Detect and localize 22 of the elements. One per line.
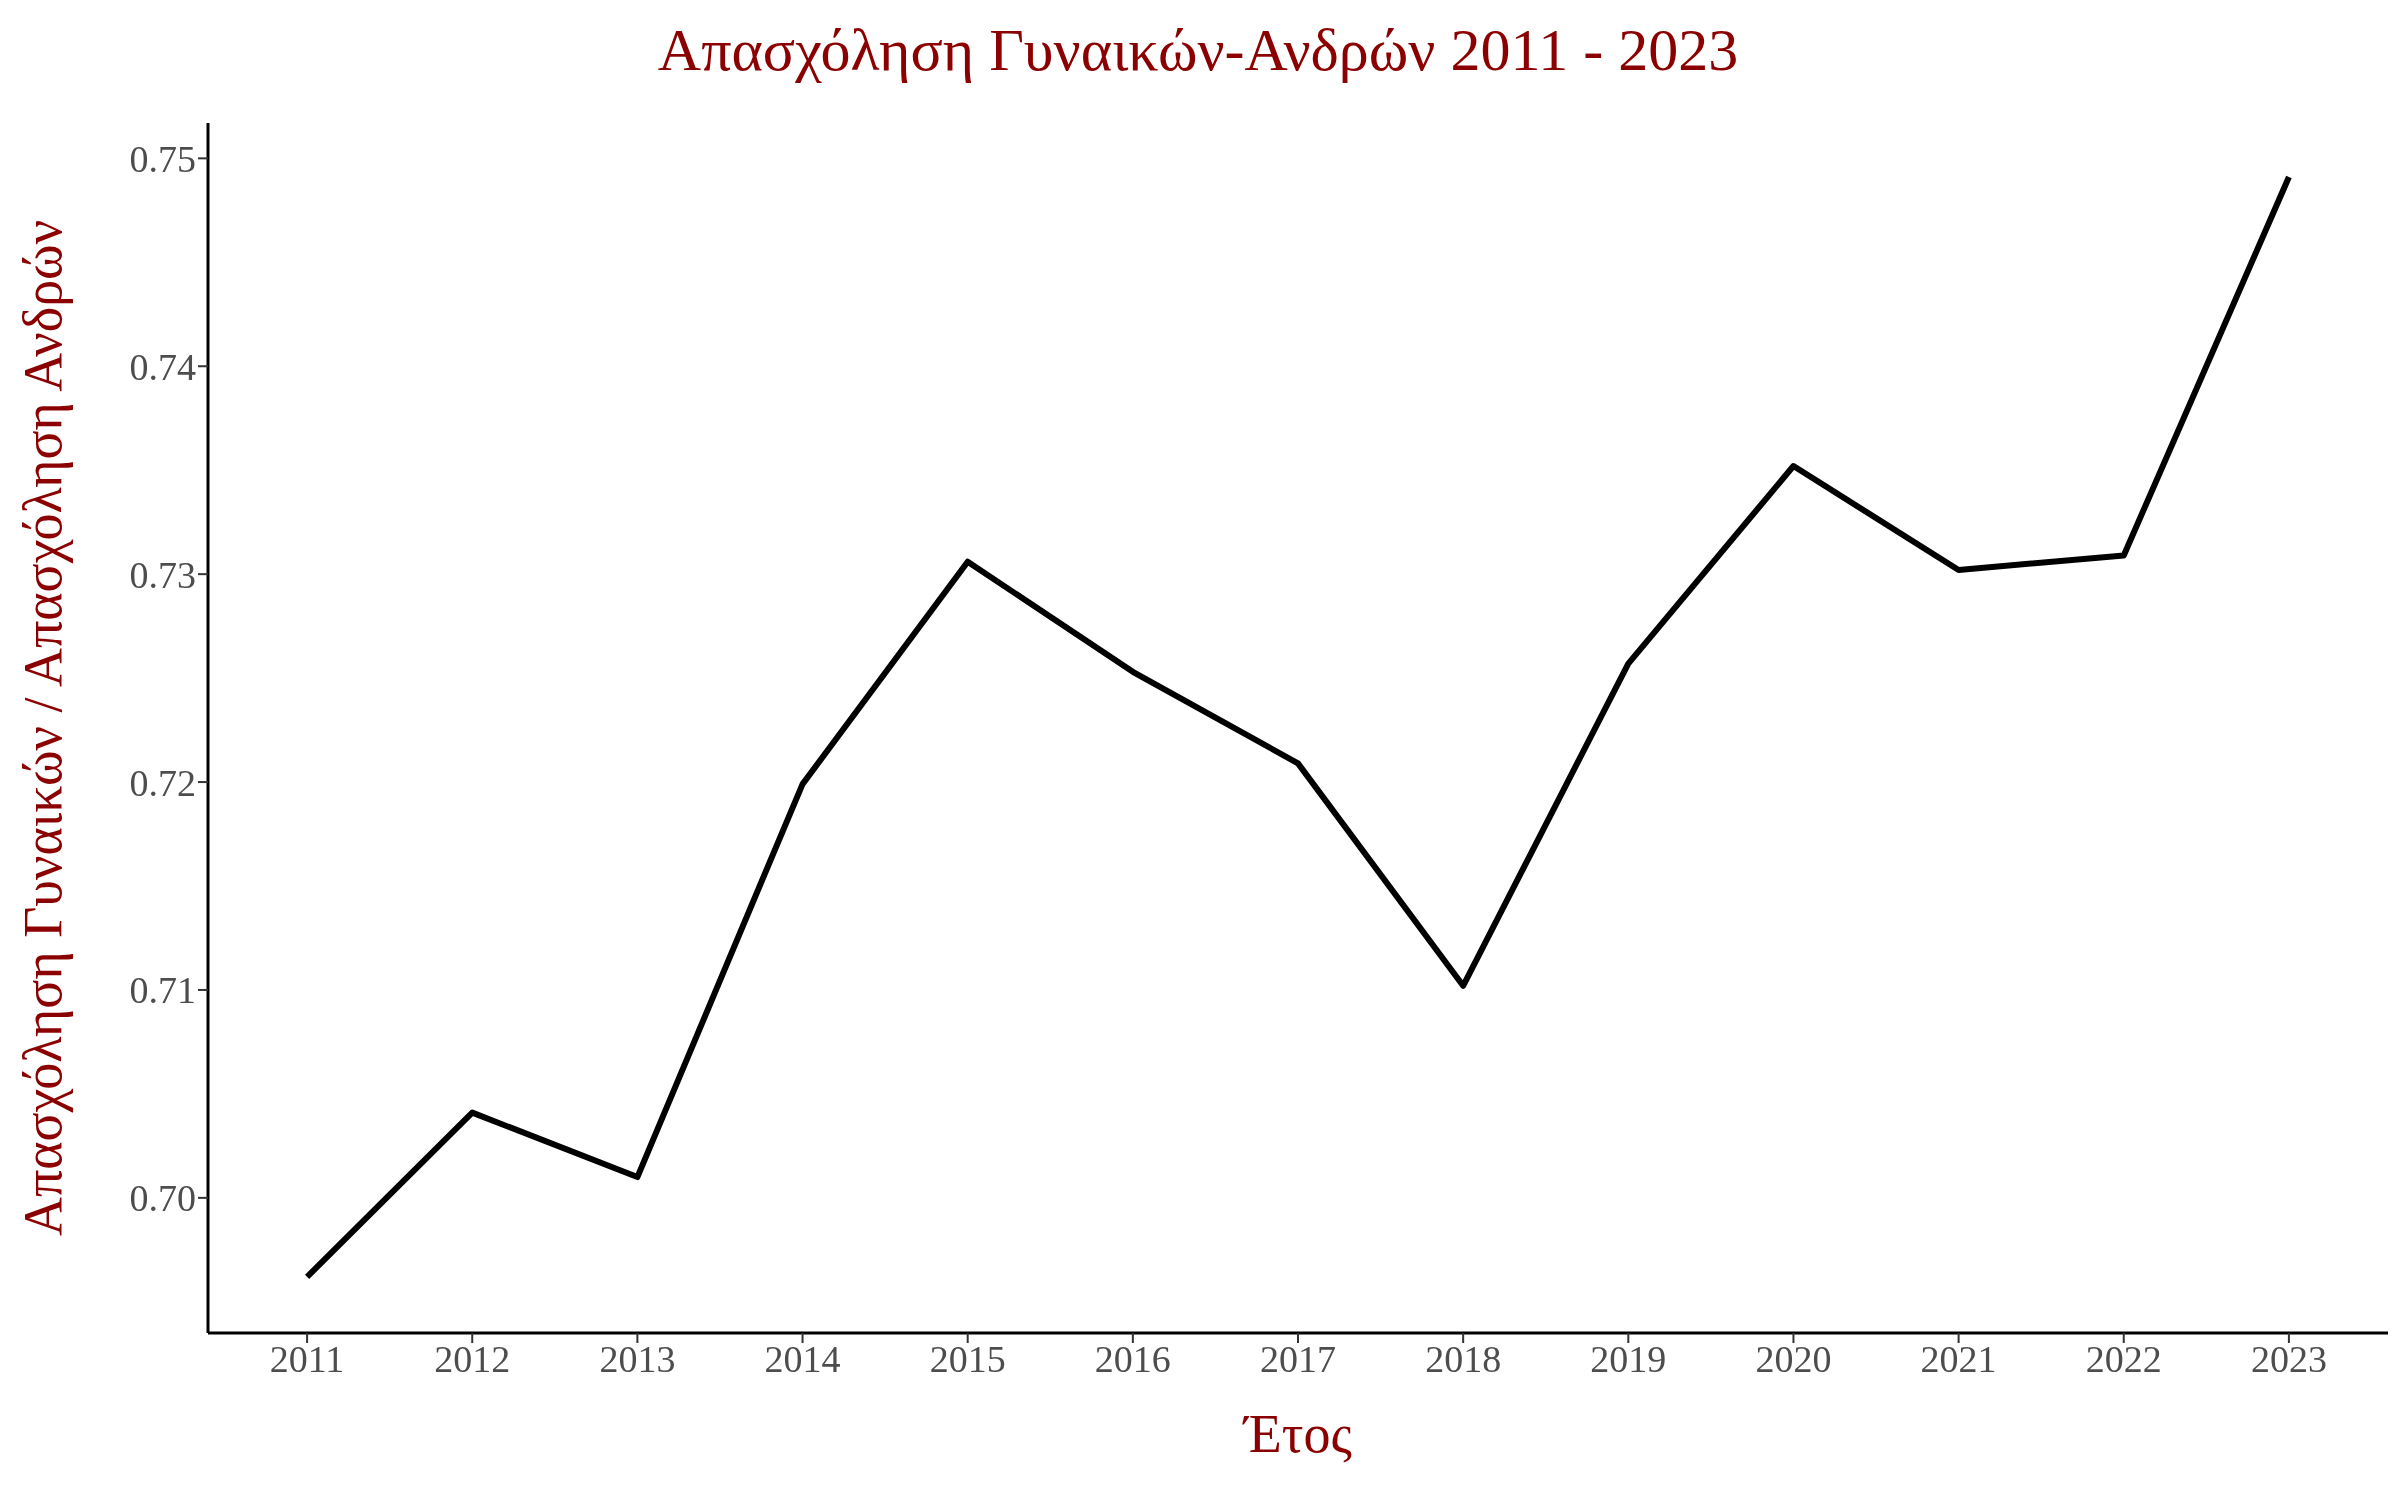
x-tick-label: 2016 bbox=[1094, 1337, 1171, 1380]
x-tick-label: 2017 bbox=[1260, 1337, 1336, 1380]
x-tick-label: 2020 bbox=[1755, 1337, 1832, 1380]
x-tick-label: 2021 bbox=[1920, 1337, 1997, 1380]
y-tick-label: 0.71 bbox=[129, 969, 196, 1012]
y-tick-label: 0.74 bbox=[129, 345, 196, 388]
x-axis-title: Έτος bbox=[1241, 1403, 1353, 1465]
y-tick-label: 0.73 bbox=[129, 553, 196, 596]
x-tick-label: 2015 bbox=[929, 1337, 1006, 1380]
y-tick-label: 0.70 bbox=[129, 1177, 196, 1220]
x-tick-label: 2012 bbox=[434, 1337, 511, 1380]
x-tick-label: 2018 bbox=[1425, 1337, 1502, 1380]
x-tick-label: 2019 bbox=[1590, 1337, 1667, 1380]
x-tick-label: 2011 bbox=[269, 1337, 345, 1380]
y-axis-title: Απασχόληση Γυναικών / Απασχόληση Ανδρών bbox=[12, 219, 74, 1237]
x-tick-label: 2014 bbox=[764, 1337, 841, 1380]
y-tick-label: 0.72 bbox=[129, 761, 196, 804]
x-tick-label: 2013 bbox=[599, 1337, 676, 1380]
y-tick-label: 0.75 bbox=[129, 137, 196, 180]
chart-title: Απασχόληση Γυναικών-Ανδρών 2011 - 2023 bbox=[656, 16, 1740, 85]
x-tick-label: 2023 bbox=[2250, 1337, 2327, 1380]
x-tick-label: 2022 bbox=[2085, 1337, 2162, 1380]
